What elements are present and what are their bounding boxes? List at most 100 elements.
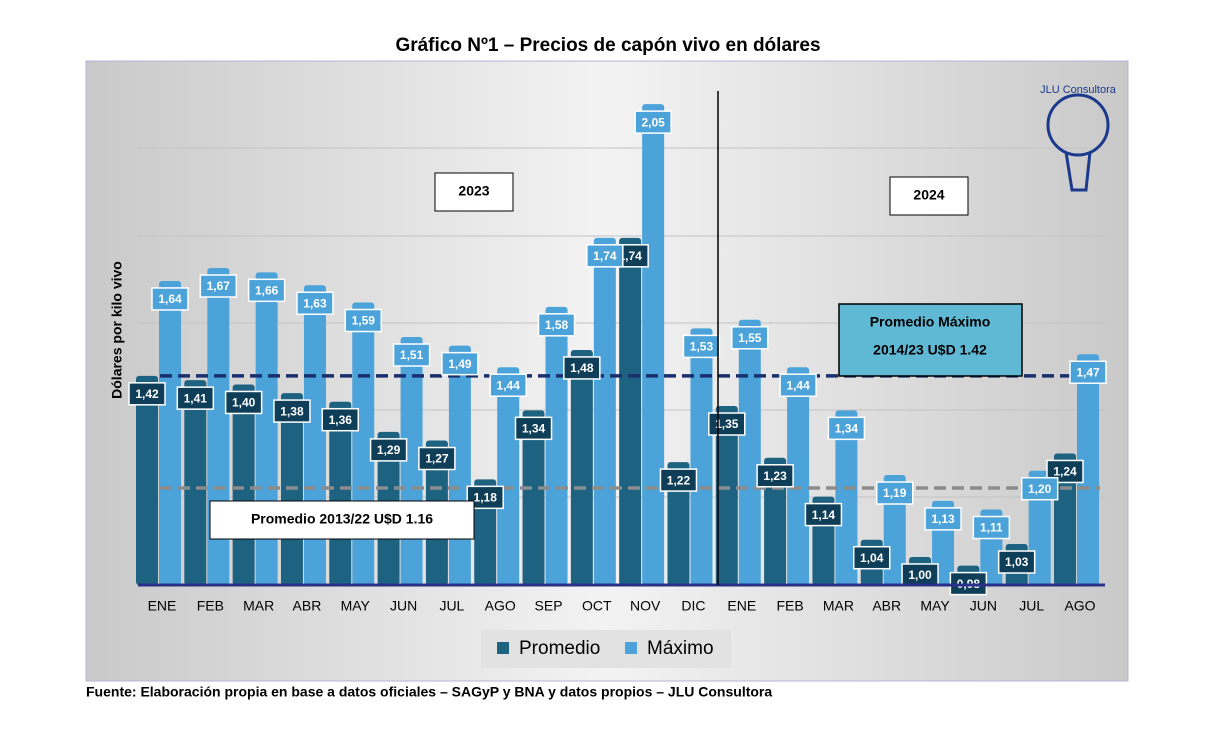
value-label: 1,23 [763,469,787,483]
bar [787,367,810,585]
value-label-box [344,308,383,333]
bar [136,375,158,585]
bar [715,406,738,585]
value-label: 1,29 [377,443,401,457]
bar [690,328,713,585]
value-label-box [418,446,456,471]
x-tick-label: JUL [439,598,464,614]
annotation-box [838,303,1023,377]
value-label: 1,34 [835,422,859,436]
bar [159,280,181,585]
x-tick-label: ABR [872,598,901,614]
value-label: 1,40 [232,396,256,410]
value-label: 1,64 [158,292,182,306]
value-label-box [997,550,1036,574]
value-label-box [682,334,721,359]
value-label: 1,11 [980,521,1003,535]
x-tick-label: MAR [243,598,274,614]
x-tick-label: AGO [485,598,516,614]
value-label-box [392,343,431,367]
value-label: 1,63 [303,296,327,310]
value-label-box [489,373,527,397]
value-label: 1,27 [425,452,449,466]
value-label-box [756,464,794,488]
value-label-box [369,438,408,462]
value-label-box [128,382,166,406]
year-label: 2023 [458,183,489,199]
value-label-box [731,326,769,350]
value-label: 1,13 [931,512,955,526]
value-label: 1,35 [715,417,739,431]
value-label: 1,18 [474,491,498,505]
value-label-box [176,386,215,410]
annotation-text: 2014/23 U$D 1.42 [873,342,987,358]
annotation-text: Promedio Máximo [870,314,991,330]
x-tick-label: JUN [970,598,997,614]
value-label-box [441,351,479,376]
bar [593,237,616,585]
year-label: 2024 [913,187,944,203]
value-label-box [1020,476,1059,501]
value-label-box [779,373,817,397]
value-label-box [875,481,914,505]
value-label-box [321,407,360,432]
value-label-box [247,278,286,303]
legend-box [481,630,731,668]
logo-text: JLU Consultora [1040,84,1117,96]
value-label-box [827,416,866,441]
bar [835,410,858,585]
bar [184,380,207,585]
value-label: 1,51 [400,348,424,362]
value-label-box [296,291,334,316]
chart-title: Gráfico Nº1 – Precios de capón vivo en d… [395,35,820,56]
x-tick-label: OCT [582,598,612,614]
bar [642,104,665,586]
legend-label: Máximo [647,638,714,659]
value-label-box [151,287,189,311]
value-label: 1,59 [352,314,376,328]
value-label: 1,38 [280,404,304,418]
value-label: 1,20 [1028,482,1052,496]
annotation-text: Promedio 2013/22 U$D 1.16 [251,511,433,527]
x-tick-label: MAY [920,598,950,614]
annotation-box [209,500,475,540]
year-box [889,176,969,216]
value-label-box [273,399,311,423]
value-label: 1,24 [1053,465,1077,479]
bar [497,367,520,585]
source-note: Fuente: Elaboración propia en base a dat… [86,684,772,700]
bar [522,410,545,585]
value-label: 1,19 [883,486,907,500]
value-label: 1,14 [812,508,836,522]
logo: JLU Consultora [1040,84,1117,192]
bar [667,462,690,585]
bar [570,349,593,585]
x-tick-label: FEB [197,598,224,614]
x-tick-label: MAY [341,598,371,614]
value-label: 1,58 [545,318,569,332]
value-label-box [634,110,672,134]
value-label: 1,48 [570,361,594,375]
value-label: 1,49 [448,357,472,371]
value-label: 1,67 [207,279,231,293]
x-tick-label: NOV [630,598,661,614]
bar [619,237,642,585]
bar [738,319,761,585]
bar [303,285,326,585]
value-label-box [199,274,238,298]
value-label: 1,22 [667,473,691,487]
value-label: 1,42 [135,387,159,401]
value-label: 1,44 [497,378,521,392]
x-tick-label: SEP [535,598,563,614]
value-label: 1,55 [738,331,762,345]
x-tick-label: MAR [823,598,854,614]
value-label-box [804,502,843,527]
bar [545,306,568,585]
value-label: 1,74 [618,249,642,263]
value-label: 1,34 [522,422,546,436]
x-tick-label: DIC [681,598,705,614]
value-label: 1,74 [593,249,617,263]
value-label-box [1069,360,1107,385]
y-axis-label: Dólares por kilo vivo [109,261,125,399]
